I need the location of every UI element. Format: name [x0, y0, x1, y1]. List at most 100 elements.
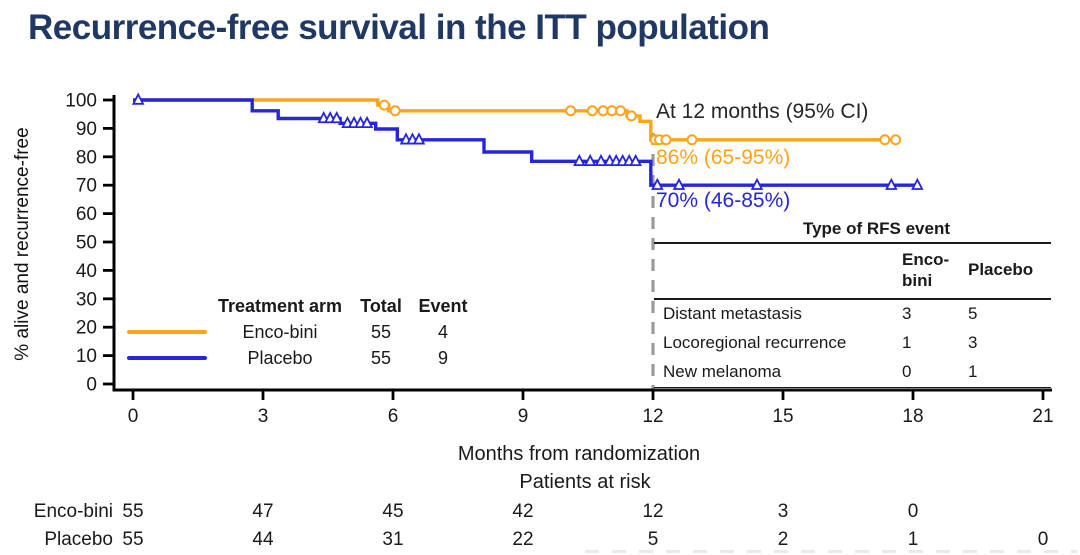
legend-header-total: Total — [360, 295, 402, 316]
risk-count: 2 — [777, 529, 789, 550]
annotation-encobini-estimate: 86% (65-95%) — [656, 146, 791, 169]
treatment-arm-legend: Treatment arm Total Event Enco-bini 55 4… — [122, 293, 474, 371]
censor-mark-circle — [625, 110, 637, 122]
rfs-row-label: Locoregional recurrence — [663, 333, 847, 352]
y-axis-tick-label: 20 — [76, 318, 97, 339]
risk-row-placebo: Placebo 55 44 31 22 5 2 1 0 — [0, 529, 1080, 551]
censor-mark-circle — [606, 105, 618, 117]
risk-row-label: Enco-bini — [33, 501, 113, 522]
risk-count: 3 — [777, 501, 789, 522]
censor-mark-triangle — [330, 110, 343, 124]
legend-event-value: 9 — [437, 347, 448, 368]
rfs-encobini-count: 0 — [902, 362, 912, 381]
y-axis-tick-label: 90 — [76, 119, 97, 140]
risk-row-encobini: Enco-bini 55 47 45 42 12 3 0 — [0, 501, 1080, 523]
censor-mark-triangle — [412, 132, 426, 145]
y-axis-tick-label: 70 — [76, 176, 97, 197]
rfs-col-header-encobini: Enco-bini — [902, 250, 950, 291]
censor-mark-triangle — [573, 153, 586, 167]
rfs-encobini-count: 3 — [902, 304, 912, 323]
survival-curve-placebo — [133, 98, 918, 187]
rfs-col-header-placebo: Placebo — [968, 260, 1034, 280]
y-axis-title: % alive and recurrence-free — [12, 127, 33, 361]
annotation-12-months-heading: At 12 months (95% CI) — [656, 100, 869, 123]
censor-mark-circle — [586, 105, 598, 117]
rfs-table-row: Distant metastasis 3 5 — [654, 300, 1051, 329]
rfs-table-row: Locoregional recurrence 1 3 — [654, 329, 1051, 358]
y-axis-tick-label: 0 — [86, 375, 97, 396]
y-axis-tick-label: 50 — [76, 233, 97, 254]
legend-row-placebo: Placebo 55 9 — [122, 345, 474, 371]
censor-mark-triangle — [672, 177, 686, 190]
risk-count: 1 — [907, 529, 919, 550]
rfs-table-row: New melanoma 0 1 — [654, 358, 1051, 387]
censor-mark-circle — [378, 99, 390, 111]
x-axis-tick-label: 15 — [772, 406, 793, 427]
rfs-row-label: New melanoma — [663, 362, 782, 381]
legend-row-encobini: Enco-bini 55 4 — [122, 319, 474, 345]
censor-mark-triangle — [583, 153, 597, 167]
rfs-placebo-count: 1 — [968, 362, 978, 381]
risk-count: 42 — [512, 501, 534, 522]
rfs-table-rule-mid — [654, 297, 1051, 300]
x-axis-title: Months from randomization — [457, 443, 701, 465]
legend-header-event: Event — [418, 295, 468, 316]
risk-count: 31 — [382, 529, 404, 550]
rfs-placebo-count: 5 — [968, 304, 978, 323]
y-axis-tick-label: 100 — [65, 91, 97, 112]
risk-count: 0 — [907, 501, 919, 522]
censor-mark-triangle — [629, 153, 642, 167]
rfs-event-table: Type of RFS event Enco-bini Placebo Dist… — [654, 216, 1051, 390]
censor-mark-circle — [660, 134, 672, 146]
risk-count: 45 — [382, 501, 404, 522]
rfs-table-rule-top — [654, 242, 1051, 244]
x-axis-tick-label: 12 — [642, 406, 663, 427]
risk-count: 5 — [647, 529, 659, 550]
rfs-row-label: Distant metastasis — [663, 304, 802, 323]
y-axis-tick-label: 60 — [76, 204, 97, 225]
risk-count: 22 — [512, 529, 534, 550]
censor-mark-triangle — [911, 177, 924, 190]
legend-total-value: 55 — [370, 321, 392, 342]
page-title: Recurrence-free survival in the ITT popu… — [28, 8, 770, 47]
x-axis-tick-label: 9 — [518, 406, 529, 427]
censor-mark-circle — [879, 134, 891, 146]
cropped-footnote-remnant — [585, 550, 1077, 553]
risk-count: 55 — [122, 501, 144, 522]
rfs-table-title: Type of RFS event — [802, 219, 951, 238]
legend-total-value: 55 — [370, 347, 392, 368]
censor-mark-circle — [597, 105, 609, 117]
annotation-placebo-estimate: 70% (46-85%) — [656, 189, 791, 212]
x-axis-tick-label: 6 — [388, 406, 399, 427]
censor-mark-circle — [565, 105, 577, 117]
censor-mark-circle — [614, 105, 626, 117]
y-axis-tick-label: 80 — [76, 147, 97, 168]
x-axis-tick-label: 0 — [128, 406, 139, 427]
x-axis-tick-label: 3 — [258, 406, 269, 427]
risk-count: 44 — [252, 529, 274, 550]
y-axis-tick-label: 30 — [76, 289, 97, 310]
censor-mark-circle — [890, 134, 902, 146]
x-axis-tick-label: 18 — [902, 406, 923, 427]
legend-header-row: Treatment arm Total Event — [122, 293, 474, 319]
censor-mark-triangle — [651, 177, 664, 190]
rfs-placebo-count: 3 — [968, 333, 978, 352]
risk-count: 55 — [122, 529, 144, 550]
censor-mark-triangle — [360, 115, 374, 128]
risk-count: 12 — [642, 501, 664, 522]
rfs-table-header-row: Enco-bini Placebo — [654, 244, 1051, 298]
risk-count: 0 — [1037, 529, 1049, 550]
rfs-table-rule-bottom — [654, 386, 1051, 390]
encobini-line-swatch — [127, 330, 207, 334]
censor-mark-triangle — [131, 92, 145, 105]
legend-event-value: 4 — [437, 321, 448, 342]
risk-row-label: Placebo — [44, 529, 113, 550]
x-axis-tick-label: 21 — [1032, 406, 1053, 427]
legend-arm-label: Enco-bini — [242, 321, 318, 342]
censor-mark-triangle — [885, 177, 898, 190]
placebo-line-swatch — [127, 356, 207, 360]
y-axis-tick-label: 10 — [76, 346, 97, 367]
legend-arm-label: Placebo — [247, 347, 313, 368]
